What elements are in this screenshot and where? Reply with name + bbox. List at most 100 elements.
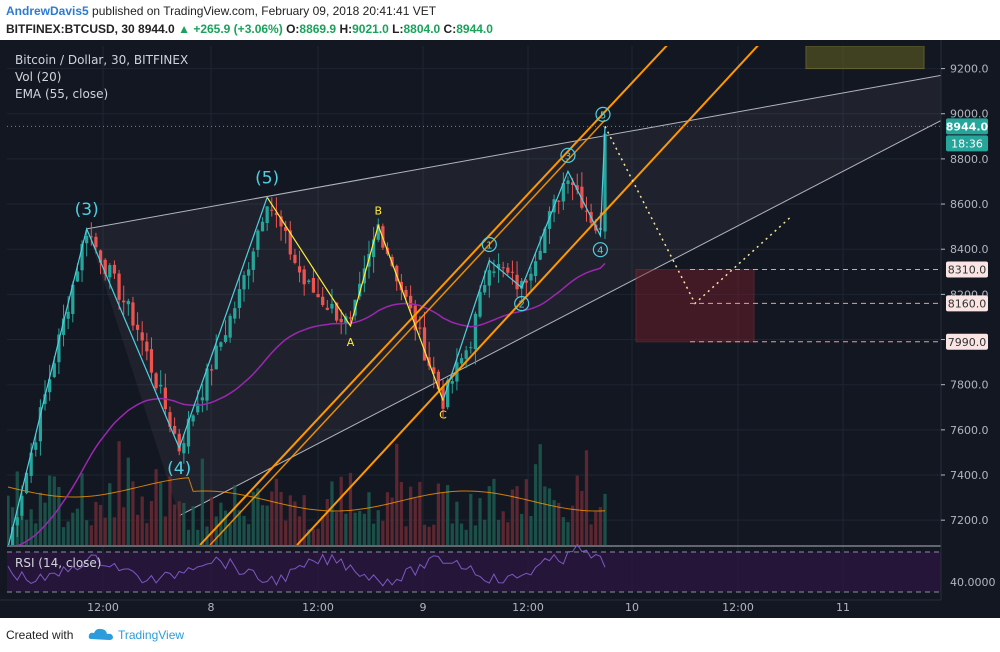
- volume-bar: [492, 478, 496, 545]
- tradingview-cloud-icon[interactable]: [88, 626, 114, 647]
- candle-body: [205, 368, 209, 401]
- candle-body: [149, 349, 154, 373]
- candle-body: [288, 230, 292, 255]
- candle-body: [561, 183, 565, 202]
- candle-body: [483, 285, 487, 293]
- volume-bar: [131, 481, 135, 545]
- volume-bar: [172, 504, 177, 545]
- candle-body: [11, 527, 15, 545]
- volume-bar: [409, 486, 413, 545]
- candle-body: [334, 302, 339, 321]
- candle-body: [140, 332, 144, 341]
- price-tick-label: 9000.0: [950, 108, 989, 121]
- chart-area[interactable]: (3) (5) (4) B A C 1 2 3 4 5 7200.0 7400.0 7600.0 7800…: [0, 40, 1000, 618]
- volume-bar: [210, 497, 214, 545]
- minor-wave-label: 1: [486, 241, 492, 252]
- candle-body: [154, 373, 158, 389]
- candle-body: [496, 264, 501, 269]
- candle-body: [580, 186, 584, 208]
- candle-body: [270, 209, 274, 211]
- author-link[interactable]: AndrewDavis5: [6, 4, 89, 18]
- candle-body: [524, 280, 528, 283]
- tradingview-brand-link[interactable]: TradingView: [118, 628, 185, 642]
- publish-header: AndrewDavis5 published on TradingView.co…: [0, 0, 1000, 40]
- high-label: H:: [339, 22, 353, 36]
- channel-lower-line: [296, 46, 759, 545]
- open-value: 8869.9: [299, 22, 337, 36]
- price-label-box: [946, 295, 988, 312]
- candle-body: [330, 303, 334, 309]
- candle-body: [413, 305, 417, 331]
- candle-body: [371, 239, 376, 258]
- volume-bar: [376, 510, 380, 545]
- candle-body: [395, 265, 399, 282]
- close-value-ohlc: 8944.0: [456, 22, 493, 36]
- volume-bar: [321, 516, 325, 545]
- wedge-upper-line: [86, 74, 941, 230]
- time-tick-label: 12:00: [302, 601, 334, 614]
- candle-body: [75, 271, 80, 282]
- volume-bar: [191, 506, 195, 545]
- volume-bar: [135, 514, 140, 545]
- volume-bar: [427, 526, 431, 545]
- price-tick-label: 9200.0: [950, 63, 989, 76]
- minor-wave-circle: [595, 106, 611, 122]
- volume-bar: [265, 505, 269, 545]
- price-tick-label: 7400.0: [950, 469, 989, 482]
- candle-body: [71, 284, 75, 315]
- candle-body: [274, 212, 279, 216]
- price-label-text: 8160.0: [948, 297, 987, 310]
- candle-body: [570, 182, 575, 185]
- candle-body: [436, 371, 441, 390]
- low-label: L:: [392, 22, 404, 36]
- volume-bar: [251, 491, 255, 545]
- price-tick-label: 7200.0: [950, 514, 989, 527]
- volume-bar: [510, 489, 515, 545]
- candle-body: [182, 443, 186, 454]
- candle-body: [515, 274, 519, 290]
- volume-bar: [242, 515, 246, 545]
- candle-body: [575, 185, 579, 190]
- volume-bar: [71, 512, 75, 545]
- candle-body: [441, 387, 445, 409]
- candle-body: [29, 452, 33, 476]
- candle-body: [399, 281, 403, 291]
- volume-bar: [450, 523, 454, 545]
- volume-bar: [395, 443, 399, 545]
- time-tick-label: 11: [836, 601, 850, 614]
- volume-bar: [399, 481, 403, 545]
- candle-body: [293, 254, 297, 263]
- candle-body: [219, 342, 223, 347]
- volume-bar: [20, 510, 24, 545]
- candle-body: [538, 250, 542, 260]
- minor-wave-line: [442, 126, 606, 401]
- volume-bar: [200, 458, 204, 545]
- chart-title: Bitcoin / Dollar, 30, BITFINEX: [15, 53, 188, 67]
- volume-bar: [594, 511, 598, 545]
- candle-body: [108, 265, 112, 278]
- price-label-text: 8310.0: [948, 264, 987, 277]
- drawings-back: [86, 46, 941, 517]
- candle-body: [506, 267, 510, 273]
- candle-body: [103, 259, 107, 275]
- candle-body: [214, 345, 218, 370]
- volume-bar: [43, 502, 47, 545]
- candle-body: [48, 379, 52, 393]
- volume-bar: [552, 500, 556, 545]
- candle-body: [80, 243, 84, 271]
- grid-lines: [7, 46, 941, 593]
- candle-body: [251, 251, 255, 270]
- candle-body: [446, 380, 450, 408]
- candle-body: [24, 472, 29, 494]
- volume-bar: [566, 522, 570, 545]
- volume-bar: [353, 512, 357, 545]
- candle-body: [376, 224, 380, 240]
- candle-body: [284, 227, 288, 231]
- rsi-tick-label: 40.0000: [950, 576, 996, 589]
- major-wave-label: (5): [255, 168, 279, 188]
- candle-body: [57, 334, 61, 363]
- volume-bar: [270, 491, 274, 545]
- time-axis: 12:00 8 12:00 9 12:00 10 12:00 11: [0, 599, 941, 614]
- volume-bar: [358, 511, 362, 545]
- chart-svg[interactable]: (3) (5) (4) B A C 1 2 3 4 5 7200.0 7400.0 7600.0 7800…: [0, 40, 1000, 618]
